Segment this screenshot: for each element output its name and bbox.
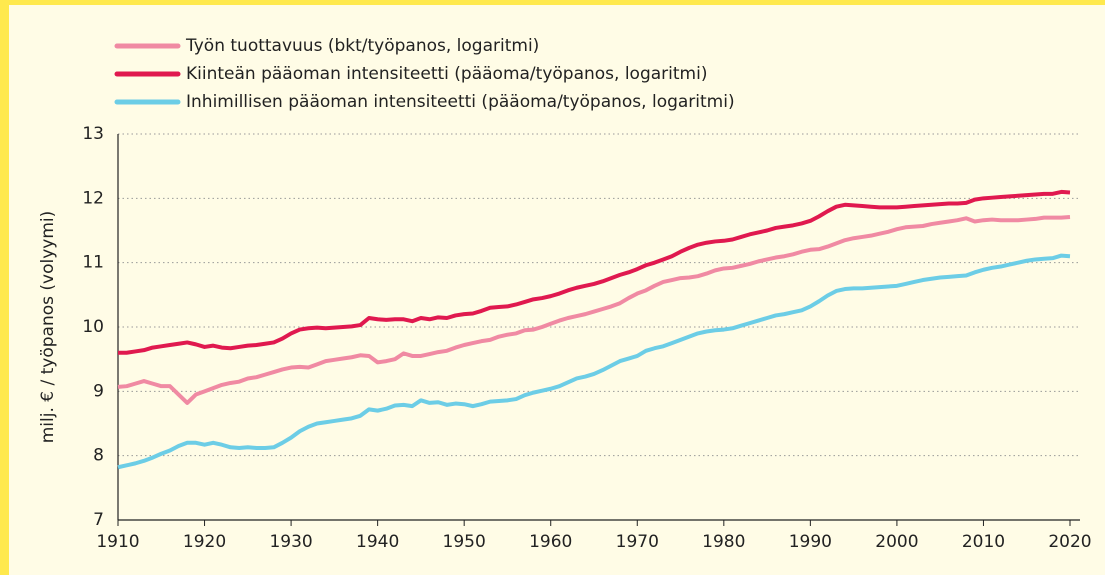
y-tick-label: 7	[93, 510, 104, 530]
side-stripe	[0, 0, 9, 575]
x-tick-label: 1950	[443, 532, 486, 552]
y-axis-label: milj. € / työpanos (volyymi)	[38, 211, 58, 444]
x-tick-label: 1920	[183, 532, 226, 552]
y-tick-label: 10	[82, 317, 104, 337]
top-stripe	[0, 0, 1105, 5]
x-tick-label: 1940	[356, 532, 399, 552]
legend-label: Inhimillisen pääoman intensiteetti (pääo…	[186, 92, 735, 112]
x-tick-label: 1990	[789, 532, 832, 552]
x-tick-label: 2000	[875, 532, 918, 552]
legend-label: Työn tuottavuus (bkt/työpanos, logaritmi…	[185, 36, 539, 56]
legend-label: Kiinteän pääoman intensiteetti (pääoma/t…	[186, 64, 707, 84]
y-tick-label: 11	[82, 253, 104, 273]
y-tick-label: 13	[82, 124, 104, 144]
series-line	[117, 253, 1071, 470]
y-tick-label: 8	[93, 446, 104, 466]
x-tick-label: 1960	[529, 532, 572, 552]
x-tick-label: 2020	[1048, 532, 1091, 552]
x-tick-label: 1930	[269, 532, 312, 552]
x-tick-label: 1910	[96, 532, 139, 552]
y-tick-label: 9	[93, 381, 104, 401]
y-tick-label: 12	[82, 188, 104, 208]
x-tick-label: 1980	[702, 532, 745, 552]
x-tick-label: 1970	[616, 532, 659, 552]
x-tick-label: 2010	[962, 532, 1005, 552]
series-line	[118, 189, 1071, 355]
series-line	[117, 214, 1071, 405]
